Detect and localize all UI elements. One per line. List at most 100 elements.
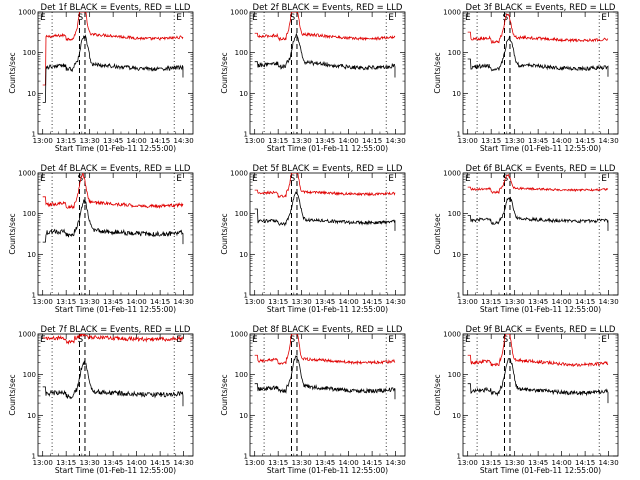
x-tick-label: 13:00 [458, 298, 478, 306]
marker-label-e-left: E [465, 335, 471, 345]
x-tick-label: 13:45 [103, 137, 123, 145]
x-tick-label: 13:00 [33, 137, 53, 145]
marker-label-e-left: E [252, 335, 258, 345]
plot-frame [462, 172, 619, 296]
y-axis-label: Counts/sec [220, 213, 229, 254]
x-tick-label: 14:00 [552, 459, 572, 467]
series-events-line [467, 35, 609, 77]
y-tick-label: 10 [27, 251, 36, 259]
y-tick-label: 1 [32, 292, 36, 300]
x-tick-label: 14:30 [599, 137, 619, 145]
y-tick-label: 10 [452, 412, 461, 420]
y-tick-label: 100 [448, 371, 461, 379]
x-tick-label: 13:00 [245, 298, 265, 306]
x-tick-label: 13:15 [56, 137, 76, 145]
marker-label-e-left: E [465, 13, 471, 23]
y-tick-label: 10 [27, 412, 36, 420]
marker-label-s: S [77, 335, 83, 345]
y-tick-label: 10 [239, 90, 248, 98]
marker-label-e-right: E [601, 335, 607, 345]
x-tick-label: 14:30 [174, 137, 194, 145]
x-tick-label: 13:15 [481, 137, 501, 145]
panel-title: Det 9f BLACK = Events, RED = LLD [466, 325, 616, 335]
x-tick-label: 13:45 [315, 137, 335, 145]
y-tick-label: 1000 [443, 9, 461, 17]
x-tick-label: 13:00 [245, 137, 265, 145]
series-events-line [254, 354, 396, 400]
x-tick-label: 14:00 [339, 137, 359, 145]
panel-title: Det 7f BLACK = Events, RED = LLD [41, 325, 191, 335]
x-tick-label: 14:30 [174, 459, 194, 467]
y-tick-label: 1 [32, 453, 36, 461]
x-tick-label: 13:45 [315, 459, 335, 467]
panel-title: Det 4f BLACK = Events, RED = LLD [41, 164, 191, 174]
y-tick-label: 1 [457, 292, 461, 300]
panel-det-8f: Det 8f BLACK = Events, RED = LLD 1 10 100 10… [220, 325, 406, 475]
x-axis-label: Start Time (01-Feb-11 12:55:00) [55, 466, 176, 475]
y-axis-label: Counts/sec [8, 213, 17, 254]
x-tick-label: 13:15 [268, 137, 288, 145]
x-tick-label: 13:15 [481, 298, 501, 306]
x-tick-label: 13:30 [292, 137, 312, 145]
x-tick-label: 14:00 [339, 459, 359, 467]
x-tick-label: 13:45 [528, 298, 548, 306]
plot-frame [37, 11, 194, 135]
marker-label-e-right: E [388, 335, 394, 345]
x-tick-label: 13:15 [481, 459, 501, 467]
y-axis-label: Counts/sec [220, 374, 229, 415]
x-tick-label: 14:15 [362, 298, 382, 306]
x-tick-label: 13:45 [528, 137, 548, 145]
x-tick-label: 14:00 [127, 137, 147, 145]
marker-label-e-right: E [388, 13, 394, 23]
series-events-line [467, 358, 609, 404]
y-tick-label: 100 [235, 210, 248, 218]
y-tick-label: 10 [239, 412, 248, 420]
x-tick-label: 13:30 [80, 459, 100, 467]
y-tick-label: 100 [448, 49, 461, 57]
x-tick-label: 13:00 [458, 459, 478, 467]
y-tick-label: 10 [452, 251, 461, 259]
marker-label-e-right: E [176, 13, 182, 23]
x-tick-label: 14:15 [150, 137, 170, 145]
y-tick-label: 100 [23, 371, 36, 379]
y-tick-label: 10 [239, 251, 248, 259]
series-events-line [254, 32, 396, 78]
y-tick-label: 1000 [230, 331, 248, 339]
y-tick-label: 1 [244, 453, 248, 461]
panel-title: Det 8f BLACK = Events, RED = LLD [253, 325, 403, 335]
y-tick-label: 1 [244, 292, 248, 300]
x-tick-label: 13:45 [103, 298, 123, 306]
series-events-line [42, 199, 184, 245]
y-tick-label: 1000 [443, 170, 461, 178]
x-tick-label: 14:15 [575, 459, 595, 467]
plot-frame [462, 333, 619, 457]
y-axis-label: Counts/sec [433, 374, 442, 415]
series-lld-line [254, 334, 396, 366]
y-tick-label: 100 [23, 49, 36, 57]
y-axis-label: Counts/sec [433, 52, 442, 93]
x-tick-label: 14:00 [127, 459, 147, 467]
x-tick-label: 14:15 [575, 137, 595, 145]
panel-det-9f: Det 9f BLACK = Events, RED = LLD 1 10 100 10… [433, 325, 619, 475]
marker-label-e-right: E [176, 174, 182, 184]
x-tick-label: 14:30 [386, 459, 406, 467]
x-tick-label: 14:15 [575, 298, 595, 306]
series-events-line [42, 360, 184, 407]
marker-label-e-right: E [176, 335, 182, 345]
y-tick-label: 100 [23, 210, 36, 218]
y-axis-label: Counts/sec [8, 52, 17, 93]
marker-label-e-right: E [601, 13, 607, 23]
x-axis-label: Start Time (01-Feb-11 12:55:00) [267, 305, 388, 314]
y-axis-label: Counts/sec [433, 213, 442, 254]
marker-label-e-left: E [40, 13, 46, 23]
x-tick-label: 13:30 [80, 137, 100, 145]
marker-label-e-right: E [388, 174, 394, 184]
y-tick-label: 1 [244, 131, 248, 139]
x-tick-label: 13:00 [245, 459, 265, 467]
x-tick-label: 13:00 [33, 459, 53, 467]
y-tick-label: 10 [27, 90, 36, 98]
series-lld-line [467, 13, 609, 44]
marker-label-s: S [289, 13, 295, 23]
panel-det-2f: Det 2f BLACK = Events, RED = LLD 1 10 100 10… [220, 3, 406, 153]
panel-det-6f: Det 6f BLACK = Events, RED = LLD 1 10 100 10… [433, 164, 619, 314]
